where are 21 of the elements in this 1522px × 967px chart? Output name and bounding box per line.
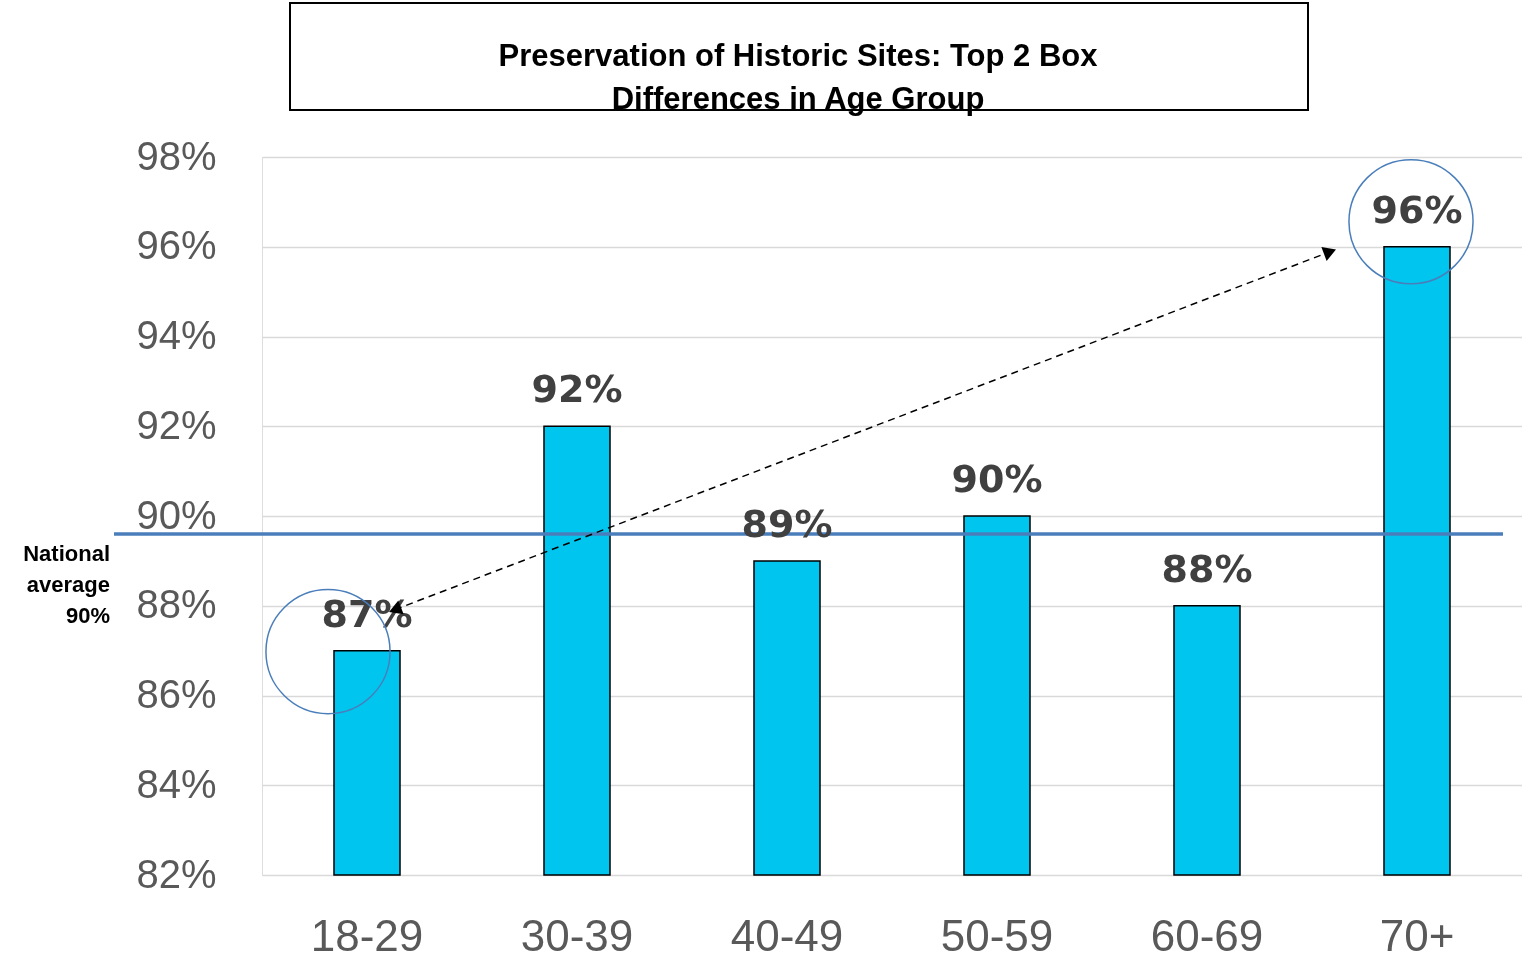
y-tick-label: 86%: [136, 672, 217, 716]
y-tick-label: 82%: [136, 851, 217, 896]
data-label: 88%: [1161, 546, 1253, 591]
x-tick-label: 70+: [1379, 910, 1455, 960]
y-tick-label: 92%: [136, 402, 217, 447]
x-tick-label: 40-49: [730, 910, 844, 960]
y-tick-label: 84%: [136, 761, 217, 806]
x-tick-label: 50-59: [940, 910, 1054, 960]
data-label: 96%: [1371, 187, 1463, 232]
data-label: 90%: [951, 457, 1043, 501]
x-tick-label: 30-39: [520, 910, 634, 960]
x-tick-label: 18-29: [310, 910, 424, 960]
y-tick-label: 96%: [136, 223, 217, 268]
chart-title: Preservation of Historic Sites: Top 2 Box Differences in Age Group: [498, 37, 1099, 116]
y-tick-label: 98%: [136, 133, 217, 178]
ref-line-label: National average 90%: [23, 540, 110, 628]
data-label: 92%: [531, 367, 623, 412]
y-tick-label: 90%: [136, 492, 217, 537]
y-tick-label: 94%: [136, 313, 217, 357]
x-tick-label: 60-69: [1150, 910, 1264, 960]
y-tick-label: 88%: [136, 582, 217, 627]
